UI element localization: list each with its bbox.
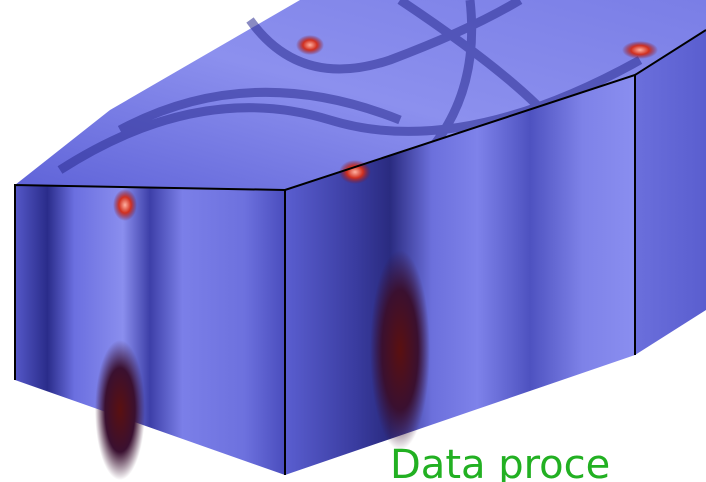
- front-face: [15, 185, 285, 475]
- red-blob: [95, 340, 145, 480]
- hot-spot: [296, 35, 324, 55]
- hot-spot: [113, 189, 137, 221]
- top-face: [15, 0, 706, 190]
- hot-spot: [339, 160, 371, 184]
- cube: [14, 0, 706, 480]
- hot-spot: [622, 41, 658, 59]
- top-bands: [57, 0, 643, 174]
- caption: Data proce: [390, 442, 610, 482]
- red-blob: [370, 250, 430, 450]
- side-face: [635, 30, 706, 355]
